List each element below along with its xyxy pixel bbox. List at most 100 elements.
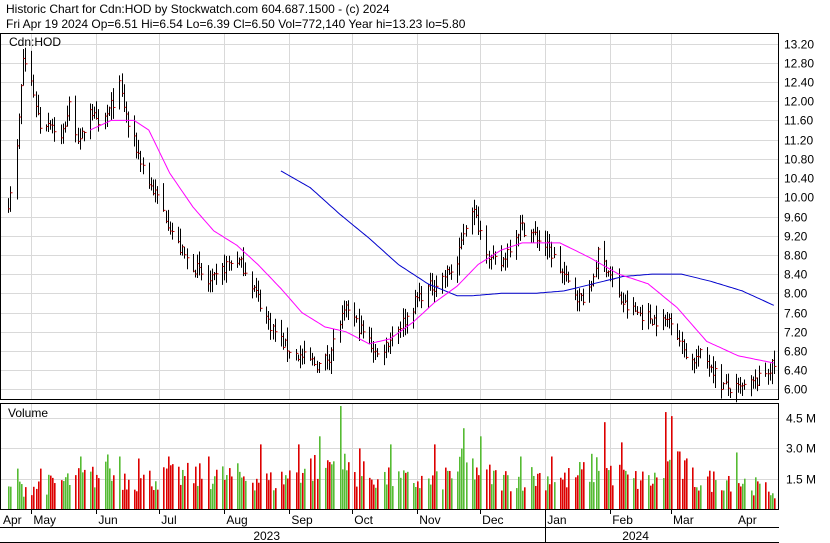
volume-bar <box>696 487 698 509</box>
volume-bar <box>289 470 291 509</box>
volume-bar <box>679 451 681 509</box>
volume-bar <box>375 487 377 509</box>
volume-bar <box>61 480 63 509</box>
volume-bar <box>518 476 520 509</box>
volume-bar <box>184 476 186 509</box>
volume-bar <box>744 478 746 509</box>
volume-bar <box>591 453 593 509</box>
volume-bar <box>522 490 524 509</box>
month-label: Nov <box>419 513 440 527</box>
volume-bar <box>598 470 600 509</box>
volume-bar <box>589 481 591 509</box>
volume-bar <box>524 487 526 509</box>
volume-bar <box>606 468 608 509</box>
volume-bar <box>560 477 562 509</box>
price-tick-label: 12.80 <box>784 57 814 71</box>
volume-bar <box>63 481 65 509</box>
volume-bar <box>136 491 138 509</box>
price-tick-label: 6.80 <box>784 345 808 359</box>
volume-bar <box>163 467 165 509</box>
volume-bar <box>354 472 356 509</box>
volume-bar <box>728 475 730 509</box>
volume-bar <box>310 458 312 509</box>
volume-bar <box>545 490 547 509</box>
volume-bar <box>239 471 241 509</box>
volume-bar <box>78 468 80 509</box>
volume-bar <box>172 464 174 509</box>
volume-bar <box>268 480 270 509</box>
volume-bar <box>50 475 52 509</box>
volume-bar <box>635 471 637 509</box>
volume-bar <box>738 483 740 509</box>
volume-bar <box>388 467 390 509</box>
volume-bar <box>633 478 635 509</box>
volume-bar <box>84 469 86 509</box>
volume-bar <box>449 470 451 509</box>
month-label: Oct <box>354 513 373 527</box>
volume-bar <box>677 451 679 509</box>
volume-bar <box>96 474 98 509</box>
volume-bar <box>319 436 321 509</box>
volume-bar <box>105 461 107 509</box>
volume-bar <box>111 480 113 509</box>
volume-bar <box>721 490 723 509</box>
volume-bar <box>325 467 327 509</box>
volume-bar <box>480 436 482 509</box>
volume-bar <box>260 444 262 509</box>
volume-bar <box>442 489 444 509</box>
volume-bar <box>400 477 402 509</box>
price-tick-label: 6.00 <box>784 383 808 397</box>
volume-bar <box>478 475 480 509</box>
volume-bar <box>266 473 268 509</box>
volume-bar <box>224 479 226 509</box>
volume-bar <box>623 469 625 509</box>
volume-bar <box>650 485 652 509</box>
volume-panel-frame <box>0 403 779 510</box>
volume-bar <box>751 490 753 509</box>
volume-bar <box>300 482 302 509</box>
price-panel-title: Cdn:HOD <box>9 35 61 49</box>
volume-bar <box>153 490 155 509</box>
volume-bar <box>151 486 153 509</box>
volume-bar <box>405 472 407 509</box>
volume-bar <box>403 470 405 509</box>
volume-bar <box>109 468 111 509</box>
volume-bar <box>581 469 583 509</box>
volume-bar <box>287 478 289 509</box>
volume-bar <box>610 465 612 509</box>
price-tick-label: 6.40 <box>784 364 808 378</box>
volume-bar <box>604 422 606 509</box>
volume-bar <box>304 468 306 509</box>
volume-bar <box>551 456 553 509</box>
volume-bar <box>119 456 121 509</box>
volume-bar <box>371 479 373 509</box>
volume-bar <box>270 472 272 509</box>
volume-bar <box>392 486 394 509</box>
volume-tick-label: 3.0 M <box>786 442 816 456</box>
volume-bar <box>226 475 228 509</box>
volume-bar <box>344 453 346 509</box>
volume-bar <box>684 460 686 509</box>
price-panel-frame <box>0 33 779 400</box>
volume-bar <box>774 498 776 509</box>
volume-bar <box>627 474 629 509</box>
month-label: Apr <box>3 513 22 527</box>
volume-bar <box>128 479 130 509</box>
volume-bar <box>694 487 696 509</box>
volume-bar <box>199 463 201 509</box>
volume-bar <box>533 475 535 509</box>
volume-bar <box>273 490 275 509</box>
volume-bar <box>554 482 556 509</box>
volume-bar <box>415 486 417 509</box>
volume-bar <box>348 462 350 509</box>
volume-bar <box>331 464 333 509</box>
volume-bar <box>495 470 497 509</box>
volume-bar <box>619 464 621 509</box>
volume-bar <box>298 444 300 509</box>
volume-bar <box>493 470 495 509</box>
volume-bar <box>642 471 644 509</box>
volume-bar <box>67 473 69 509</box>
volume-bar <box>19 481 21 509</box>
volume-bar <box>256 478 258 509</box>
